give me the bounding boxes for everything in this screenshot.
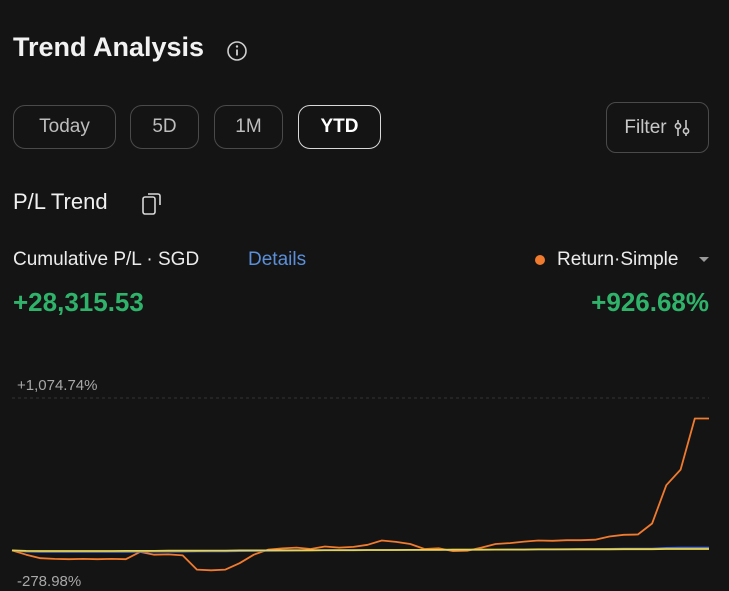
- return-value: +926.68%: [591, 287, 709, 317]
- tab[interactable]: YTD: [298, 105, 381, 149]
- share-icon[interactable]: [140, 191, 164, 217]
- dropdown-caret[interactable]: [698, 255, 710, 265]
- y-tick-label: +1,074.74%: [17, 377, 98, 394]
- pl-value: +28,315.53: [13, 287, 144, 317]
- y-tick-label: -278.98%: [17, 573, 81, 590]
- filter-label: Filter: [624, 116, 667, 138]
- summary-label: Cumulative P/L · SGD: [13, 249, 200, 270]
- line-series: [11, 548, 709, 552]
- tab[interactable]: 1M: [214, 105, 283, 149]
- line-series: [11, 417, 709, 572]
- page-title: Trend Analysis: [13, 32, 205, 62]
- tab[interactable]: 5D: [130, 105, 199, 149]
- chart: +1,074.74% -278.98%: [11, 377, 709, 590]
- details-link[interactable]: Details: [248, 249, 307, 270]
- legend-dot: [535, 255, 545, 265]
- legend-entry[interactable]: Return·Simple: [557, 249, 679, 270]
- filter-button[interactable]: Filter: [606, 102, 709, 153]
- info-icon[interactable]: [226, 40, 248, 62]
- tab[interactable]: Today: [13, 105, 116, 149]
- section-title: P/L Trend: [13, 189, 108, 214]
- filter-icon: [674, 119, 690, 136]
